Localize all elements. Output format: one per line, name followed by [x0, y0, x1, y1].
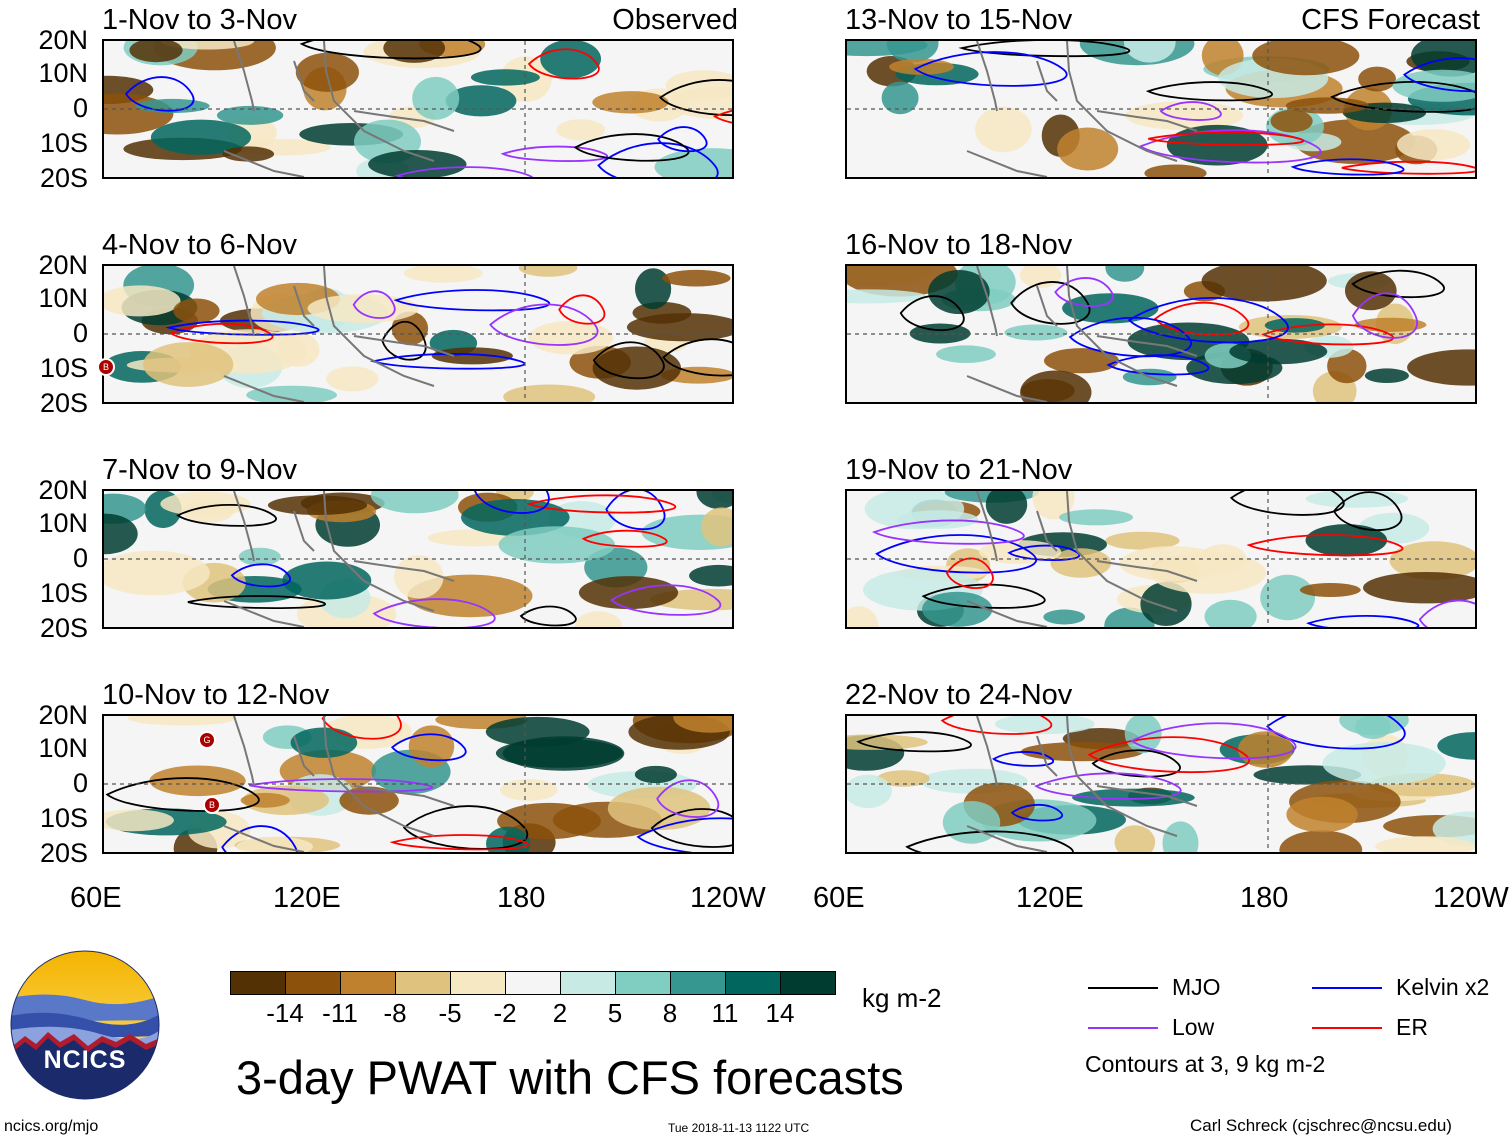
- lat-label: 20N: [38, 475, 88, 505]
- ncics-logo: NCICS: [10, 950, 160, 1100]
- colorbar-label: 8: [662, 998, 678, 1028]
- colorbar-swatch: [725, 971, 781, 995]
- colorbar-swatch: [615, 971, 671, 995]
- map-panel-observed-4: [102, 714, 734, 854]
- colorbar-swatch: [395, 971, 451, 995]
- panel-title-2: 4-Nov to 6-Nov: [102, 229, 298, 261]
- lat-label: 20N: [38, 250, 88, 280]
- lat-label: 10S: [39, 128, 88, 158]
- colorbar-swatch: [230, 971, 286, 995]
- storm-marker-1: B: [97, 358, 115, 376]
- map-field: [104, 41, 732, 177]
- lat-label: 10S: [39, 803, 88, 833]
- lon-label-60e-left: 60E: [70, 882, 122, 914]
- figure-title: 3-day PWAT with CFS forecasts: [236, 1051, 904, 1104]
- lat-label: 20S: [39, 613, 88, 643]
- lat-label: 20S: [39, 838, 88, 868]
- map-field: [104, 491, 732, 627]
- colorbar-label: -11: [322, 998, 358, 1028]
- map-panel-observed-3: [102, 489, 734, 629]
- lon-label-180-left: 180: [497, 882, 546, 914]
- lat-label: 20S: [39, 388, 88, 418]
- lat-label: 20N: [38, 25, 88, 55]
- colorbar-label: -8: [383, 998, 407, 1028]
- legend-label: MJO: [1172, 974, 1221, 1000]
- map-panel-forecast-4: [845, 714, 1477, 854]
- observed-label: Observed: [612, 4, 738, 36]
- panel-title-6: 16-Nov to 18-Nov: [845, 229, 1073, 261]
- colorbar-swatch: [780, 971, 836, 995]
- legend-label: Kelvin x2: [1396, 974, 1490, 1000]
- footer-timestamp: Tue 2018-11-13 1122 UTC: [668, 1121, 810, 1135]
- map-panel-forecast-1: [845, 39, 1477, 179]
- lat-label: 10S: [39, 353, 88, 383]
- lat-label: 20S: [39, 163, 88, 193]
- colorbar-swatch: [340, 971, 396, 995]
- colorbar-swatch: [285, 971, 341, 995]
- colorbar-swatch: [505, 971, 561, 995]
- lat-label: 10N: [38, 58, 88, 88]
- panel-title-5: 13-Nov to 15-Nov: [845, 4, 1073, 36]
- lat-label: 0: [72, 93, 88, 123]
- colorbar-units: kg m-2: [862, 983, 942, 1013]
- lat-label: 0: [72, 318, 88, 348]
- panel-title-4: 10-Nov to 12-Nov: [102, 679, 330, 711]
- lon-label-120e-right: 120E: [1016, 882, 1084, 914]
- storm-marker-2: G: [198, 731, 216, 749]
- map-panel-forecast-3: [845, 489, 1477, 629]
- lat-label: 20N: [38, 700, 88, 730]
- map-field: [104, 716, 732, 852]
- colorbar-label: 5: [607, 998, 623, 1028]
- colorbar-label: -2: [493, 998, 517, 1028]
- lon-label-120w-right: 120W: [1433, 884, 1509, 913]
- lat-label: 10N: [38, 733, 88, 763]
- colorbar-label: 14: [765, 998, 795, 1028]
- map-field: [847, 41, 1475, 177]
- map-panel-observed-2: [102, 264, 734, 404]
- colorbar-label: 2: [552, 998, 568, 1028]
- map-panel-observed-1: [102, 39, 734, 179]
- colorbar-label: 11: [711, 998, 739, 1028]
- legend-label: ER: [1396, 1014, 1428, 1040]
- panel-title-8: 22-Nov to 24-Nov: [845, 679, 1073, 711]
- lon-label-120e-left: 120E: [273, 882, 341, 914]
- colorbar-swatch: [560, 971, 616, 995]
- legend-line-er: [1312, 1027, 1382, 1029]
- lon-label-180-right: 180: [1240, 882, 1289, 914]
- map-field: [847, 491, 1475, 627]
- legend-note: Contours at 3, 9 kg m-2: [1085, 1051, 1326, 1077]
- map-panel-forecast-2: [845, 264, 1477, 404]
- map-field: [104, 266, 732, 402]
- map-field: [847, 716, 1475, 852]
- footer-credit: Carl Schreck (cjschrec@ncsu.edu): [1190, 1116, 1452, 1135]
- legend-line-low: [1088, 1027, 1158, 1029]
- panel-title-7: 19-Nov to 21-Nov: [845, 454, 1073, 486]
- panel-title-3: 7-Nov to 9-Nov: [102, 454, 298, 486]
- lat-label: 0: [72, 768, 88, 798]
- legend-line-mjo: [1088, 987, 1158, 989]
- lon-label-60e-right: 60E: [813, 882, 865, 914]
- map-field: [847, 266, 1475, 402]
- panel-title-1: 1-Nov to 3-Nov: [102, 4, 298, 36]
- logo-text: NCICS: [43, 1046, 127, 1074]
- colorbar-label: -5: [438, 998, 462, 1028]
- colorbar-swatch: [670, 971, 726, 995]
- lat-label: 10S: [39, 578, 88, 608]
- legend-line-kelvin-x2: [1312, 987, 1382, 989]
- forecast-label: CFS Forecast: [1301, 4, 1480, 36]
- colorbar-label: -14: [266, 998, 304, 1028]
- colorbar-swatch: [450, 971, 506, 995]
- footer-url[interactable]: ncics.org/mjo: [4, 1118, 99, 1135]
- lat-label: 10N: [38, 283, 88, 313]
- lon-label-120w-left: 120W: [690, 882, 766, 914]
- lat-label: 10N: [38, 508, 88, 538]
- lat-label: 0: [72, 543, 88, 573]
- legend-label: Low: [1172, 1014, 1215, 1040]
- storm-marker-3: B: [203, 796, 221, 814]
